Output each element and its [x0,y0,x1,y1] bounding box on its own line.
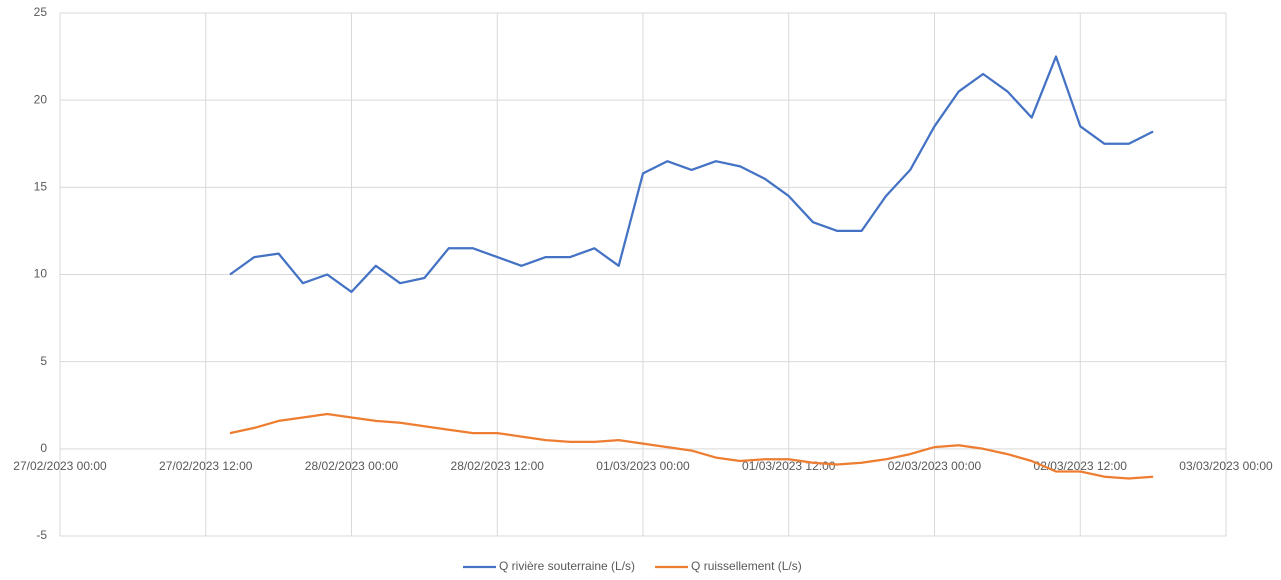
legend-label: Q ruissellement (L/s) [691,559,802,573]
y-tick-label: 25 [34,5,48,19]
x-tick-label: 28/02/2023 00:00 [305,459,399,473]
data-line [229,55,1154,294]
y-tick-label: 0 [40,441,47,455]
y-tick-label: -5 [36,528,47,542]
y-tick-label: 15 [34,180,48,194]
x-tick-label: 27/02/2023 12:00 [159,459,253,473]
data-line [229,412,1154,480]
x-tick-label: 01/03/2023 12:00 [742,459,836,473]
x-tick-label: 02/03/2023 12:00 [1034,459,1128,473]
x-tick-label: 28/02/2023 12:00 [451,459,545,473]
x-tick-label: 03/03/2023 00:00 [1179,459,1273,473]
x-tick-label: 01/03/2023 00:00 [596,459,690,473]
legend-label: Q rivière souterraine (L/s) [499,559,635,573]
y-tick-label: 5 [40,354,47,368]
x-tick-label: 27/02/2023 00:00 [13,459,107,473]
y-tick-label: 20 [34,92,48,106]
y-tick-label: 10 [34,267,48,281]
x-tick-label: 02/03/2023 00:00 [888,459,982,473]
